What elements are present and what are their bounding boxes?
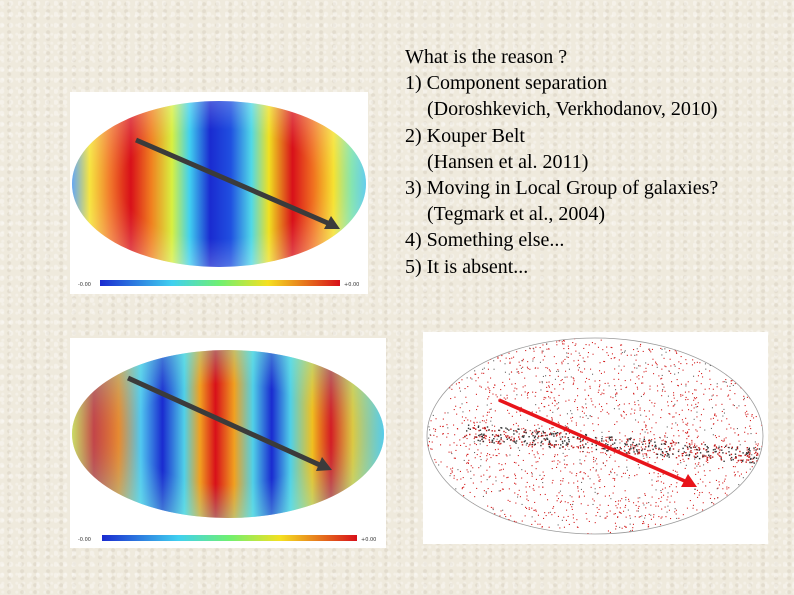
reason-list: What is the reason ? 1) Component separa…: [405, 44, 790, 280]
list-item-4: 4) Something else...: [405, 229, 565, 252]
list-item-5: 5) It is absent...: [405, 255, 529, 278]
sky-map-ellipse: [426, 337, 764, 535]
list-item-1-reference: (Doroshkevich, Verkhodanov, 2010): [427, 98, 718, 121]
direction-arrow-head: [681, 474, 697, 487]
list-item-1: 1) Component separation: [405, 72, 608, 95]
scale-max-label: +0.00: [344, 282, 359, 288]
direction-arrow-shaft: [498, 398, 688, 484]
list-item-2-reference: (Hansen et al. 2011): [427, 150, 589, 173]
list-item-3-reference: (Tegmark et al., 2004): [427, 203, 605, 226]
multipole-map-upper: -0.00 +0.00: [70, 92, 368, 294]
list-item-2: 2) Kouper Belt: [405, 124, 525, 147]
scale-max-label: +0.00: [361, 537, 376, 543]
direction-arrow-shaft: [126, 375, 324, 469]
direction-arrow-head: [316, 457, 332, 471]
direction-arrow-shaft: [135, 137, 331, 227]
multipole-map-upper-svg: -0.00 +0.00: [72, 101, 366, 288]
color-scale-bar: [100, 280, 340, 286]
scale-min-label: -0.00: [78, 537, 91, 543]
direction-arrow-head: [324, 216, 340, 229]
scale-min-label: -0.00: [78, 282, 91, 288]
list-item-3: 3) Moving in Local Group of galaxies?: [405, 177, 719, 200]
list-title: What is the reason ?: [405, 46, 568, 68]
galaxy-distribution-svg: [426, 337, 764, 535]
galaxy-distribution-map: [423, 332, 768, 544]
multipole-map-lower: -0.00 +0.00: [70, 338, 386, 548]
color-scale-bar: [102, 535, 357, 541]
multipole-map-lower-svg: -0.00 +0.00: [72, 350, 384, 543]
